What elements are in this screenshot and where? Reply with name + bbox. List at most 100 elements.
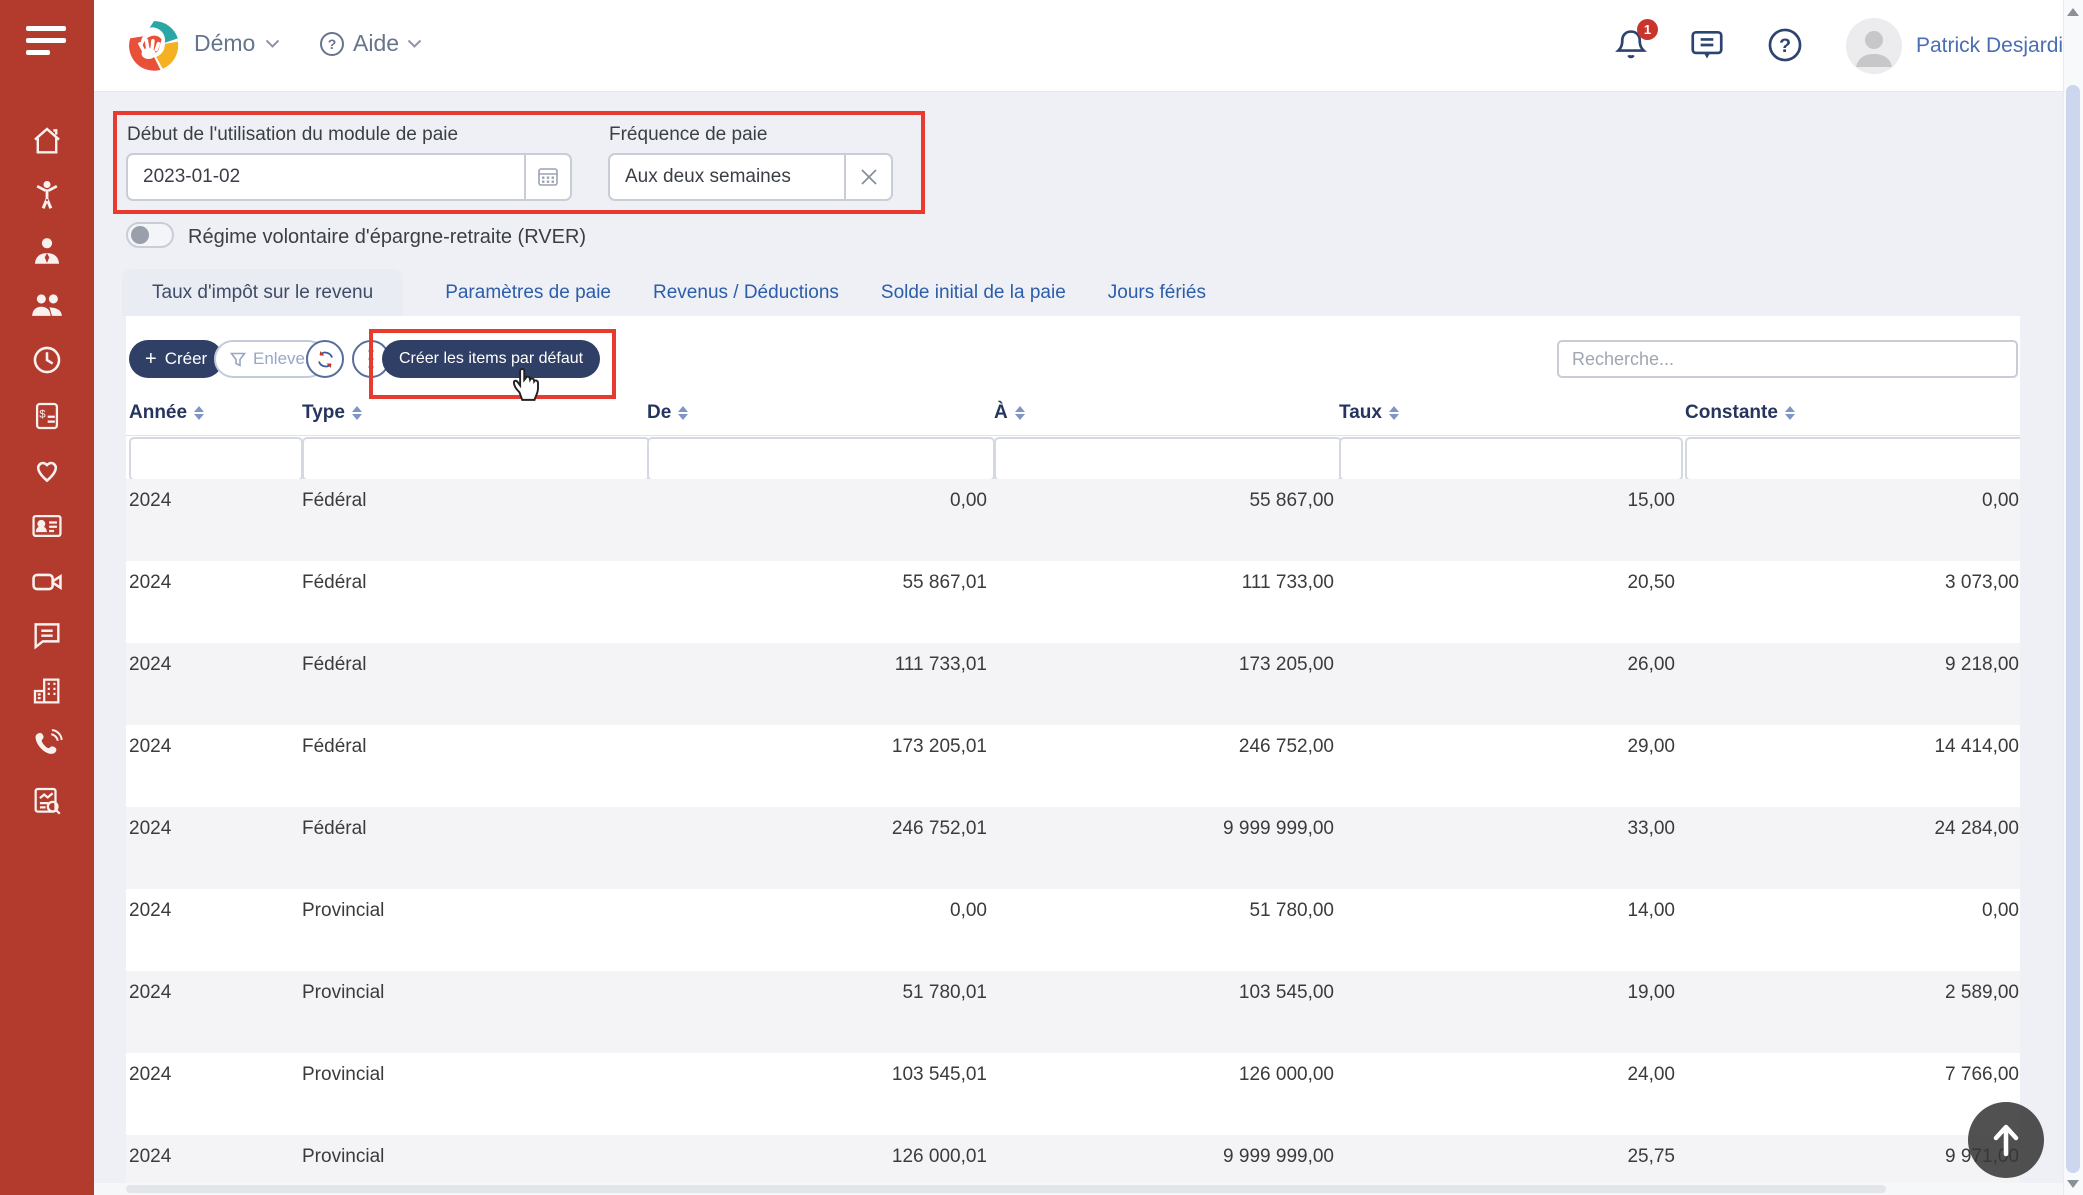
table-row[interactable]: 2024 Fédéral 246 752,01 9 999 999,00 33,00 24… xyxy=(126,807,2020,889)
table-row[interactable]: 2024 Fédéral 55 867,01 111 733,00 20,50 3 073… xyxy=(126,561,2020,643)
column-header-taux[interactable]: Taux xyxy=(1339,402,1399,424)
scrollbar-down-arrow[interactable] xyxy=(2067,1180,2079,1188)
filter-de-input[interactable] xyxy=(647,437,995,481)
vertical-scrollbar-thumb[interactable] xyxy=(2066,85,2080,1173)
payroll-start-label: Début de l'utilisation du module de paie xyxy=(127,124,459,145)
frequency-select[interactable]: Aux deux semaines xyxy=(608,153,846,201)
cell-constante: 14 414,00 xyxy=(1934,736,2019,757)
filter-annee-input[interactable] xyxy=(129,437,303,481)
remove-button-label: Enlever xyxy=(253,349,311,368)
rver-toggle[interactable] xyxy=(126,222,174,248)
table-row[interactable]: 2024 Provincial 103 545,01 126 000,00 24,00 7… xyxy=(126,1053,2020,1135)
avatar[interactable] xyxy=(1846,18,1902,74)
employee-icon[interactable] xyxy=(30,178,64,212)
cell-type: Fédéral xyxy=(302,572,367,593)
company-logo[interactable] xyxy=(128,20,180,72)
cell-a: 9 999 999,00 xyxy=(1223,1146,1334,1167)
column-header-constante[interactable]: Constante xyxy=(1685,402,1795,424)
tab-bar: Taux d'impôt sur le revenu Paramètres de… xyxy=(122,269,1206,316)
sort-icon xyxy=(194,406,205,420)
tab-content-panel: + Créer Enlever Créer les items par défa… xyxy=(126,316,2020,1195)
tab-revenus-deductions[interactable]: Revenus / Déductions xyxy=(653,282,839,303)
search-input[interactable] xyxy=(1557,340,2018,378)
refresh-icon xyxy=(317,350,333,368)
notifications-bell-icon[interactable]: 1 xyxy=(1612,19,1658,64)
rver-toggle-label: Régime volontaire d'épargne-retraite (RV… xyxy=(188,226,587,248)
close-icon xyxy=(860,169,877,185)
sort-icon xyxy=(1388,406,1399,420)
table-row[interactable]: 2024 Fédéral 173 205,01 246 752,00 29,00 14 4… xyxy=(126,725,2020,807)
cell-a: 51 780,00 xyxy=(1249,900,1334,921)
tab-solde-initial[interactable]: Solde initial de la paie xyxy=(880,282,1066,303)
menu-icon[interactable] xyxy=(26,26,68,60)
manager-icon[interactable] xyxy=(30,234,64,268)
cell-type: Fédéral xyxy=(302,818,367,839)
notification-badge: 1 xyxy=(1637,19,1658,40)
company-icon[interactable] xyxy=(30,674,64,708)
cell-de: 103 545,01 xyxy=(891,1064,987,1085)
team-icon[interactable] xyxy=(30,289,64,323)
user-name[interactable]: Patrick Desjardins xyxy=(1916,34,2083,57)
tab-jours-feries[interactable]: Jours fériés xyxy=(1107,282,1206,303)
filter-a-input[interactable] xyxy=(994,437,1342,481)
table-row[interactable]: 2024 Fédéral 111 733,01 173 205,00 26,00 9 21… xyxy=(126,643,2020,725)
cell-annee: 2024 xyxy=(129,818,172,839)
cell-annee: 2024 xyxy=(129,900,172,921)
horizontal-scrollbar-thumb[interactable] xyxy=(126,1185,1886,1193)
video-icon[interactable] xyxy=(30,565,64,599)
cell-taux: 26,00 xyxy=(1627,654,1675,675)
table-row[interactable]: 2024 Provincial 0,00 51 780,00 14,00 0,00 xyxy=(126,889,2020,971)
cell-taux: 25,75 xyxy=(1627,1146,1675,1167)
frequency-clear-button[interactable] xyxy=(846,153,893,201)
payroll-document-icon[interactable]: $ xyxy=(30,399,64,433)
top-header: Démo ? Aide 1 ? Patrick Desjardins xyxy=(94,0,2083,92)
column-header-de[interactable]: De xyxy=(647,402,689,424)
sort-icon xyxy=(351,406,362,420)
create-default-items-button[interactable]: Créer les items par défaut xyxy=(382,340,601,378)
cell-de: 0,00 xyxy=(950,900,987,921)
brand-menu[interactable]: Démo xyxy=(194,30,280,57)
table-header-row: Année Type De À Taux Constante xyxy=(126,396,2020,436)
filter-type-input[interactable] xyxy=(302,437,650,481)
kebab-menu-icon xyxy=(368,348,374,370)
refresh-button[interactable] xyxy=(306,340,344,378)
cell-taux: 29,00 xyxy=(1627,736,1675,757)
scroll-to-top-button[interactable] xyxy=(1968,1102,2044,1178)
payroll-start-input[interactable]: 2023-01-02 xyxy=(126,153,526,201)
cell-constante: 9 218,00 xyxy=(1945,654,2019,675)
cell-de: 0,00 xyxy=(950,490,987,511)
cell-type: Provincial xyxy=(302,1146,385,1167)
cell-constante: 0,00 xyxy=(1982,490,2019,511)
frequency-label: Fréquence de paie xyxy=(609,124,768,145)
table-row[interactable]: 2024 Provincial 51 780,01 103 545,00 19,00 2 … xyxy=(126,971,2020,1053)
scrollbar-up-arrow[interactable] xyxy=(2067,8,2079,16)
help-circle-icon[interactable]: ? xyxy=(1766,26,1804,64)
feedback-icon[interactable] xyxy=(1688,26,1726,64)
cell-annee: 2024 xyxy=(129,654,172,675)
messages-icon[interactable] xyxy=(30,618,64,652)
cell-de: 126 000,01 xyxy=(891,1146,987,1167)
cell-taux: 33,00 xyxy=(1627,818,1675,839)
column-header-a[interactable]: À xyxy=(994,402,1025,424)
sidebar: $ xyxy=(0,0,94,1195)
filter-taux-input[interactable] xyxy=(1339,437,1683,481)
benefits-heart-icon[interactable] xyxy=(30,453,64,487)
table-row[interactable]: 2024 Fédéral 0,00 55 867,00 15,00 0,00 xyxy=(126,479,2020,561)
filter-constante-input[interactable] xyxy=(1685,437,2020,481)
reports-icon[interactable] xyxy=(30,784,64,818)
time-icon[interactable] xyxy=(30,343,64,377)
help-menu[interactable]: ? Aide xyxy=(319,30,422,57)
cell-taux: 24,00 xyxy=(1627,1064,1675,1085)
phone-icon[interactable] xyxy=(30,728,64,762)
payroll-start-value: 2023-01-02 xyxy=(143,166,241,187)
home-icon[interactable] xyxy=(30,124,64,158)
calendar-button[interactable] xyxy=(526,153,572,201)
create-button[interactable]: + Créer xyxy=(129,340,224,378)
brand-label: Démo xyxy=(194,30,256,56)
cell-constante: 2 589,00 xyxy=(1945,982,2019,1003)
id-card-icon[interactable] xyxy=(30,509,64,543)
column-header-type[interactable]: Type xyxy=(302,402,362,424)
tab-taux-impot[interactable]: Taux d'impôt sur le revenu xyxy=(122,269,404,316)
tab-parametres-paie[interactable]: Paramètres de paie xyxy=(445,282,612,303)
column-header-annee[interactable]: Année xyxy=(129,402,205,424)
